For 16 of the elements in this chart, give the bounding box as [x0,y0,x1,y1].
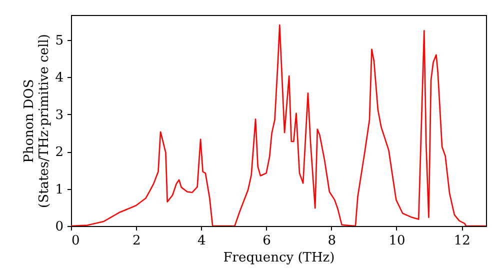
y-tick-label: 5 [55,33,64,48]
x-axis-title: Frequency (THz) [223,250,335,266]
x-tick-label: 4 [198,234,206,248]
y-axis-title: Phonon DOS (States/THz·primitive cell) [22,34,52,208]
x-tick-label: 8 [328,234,336,248]
x-tick-label: 10 [388,234,406,248]
x-tick-label: 6 [262,234,271,248]
x-tick-label: 0 [72,234,80,248]
y-tick-label: 4 [55,70,64,86]
y-tick-label: 2 [55,145,64,160]
line-series [71,24,486,226]
y-tick-label: 1 [55,182,64,198]
y-tick-label: 3 [55,108,64,123]
x-tick-label: 2 [132,234,141,248]
y-tick-label: 0 [55,220,64,234]
x-tick-label: 12 [454,234,470,248]
